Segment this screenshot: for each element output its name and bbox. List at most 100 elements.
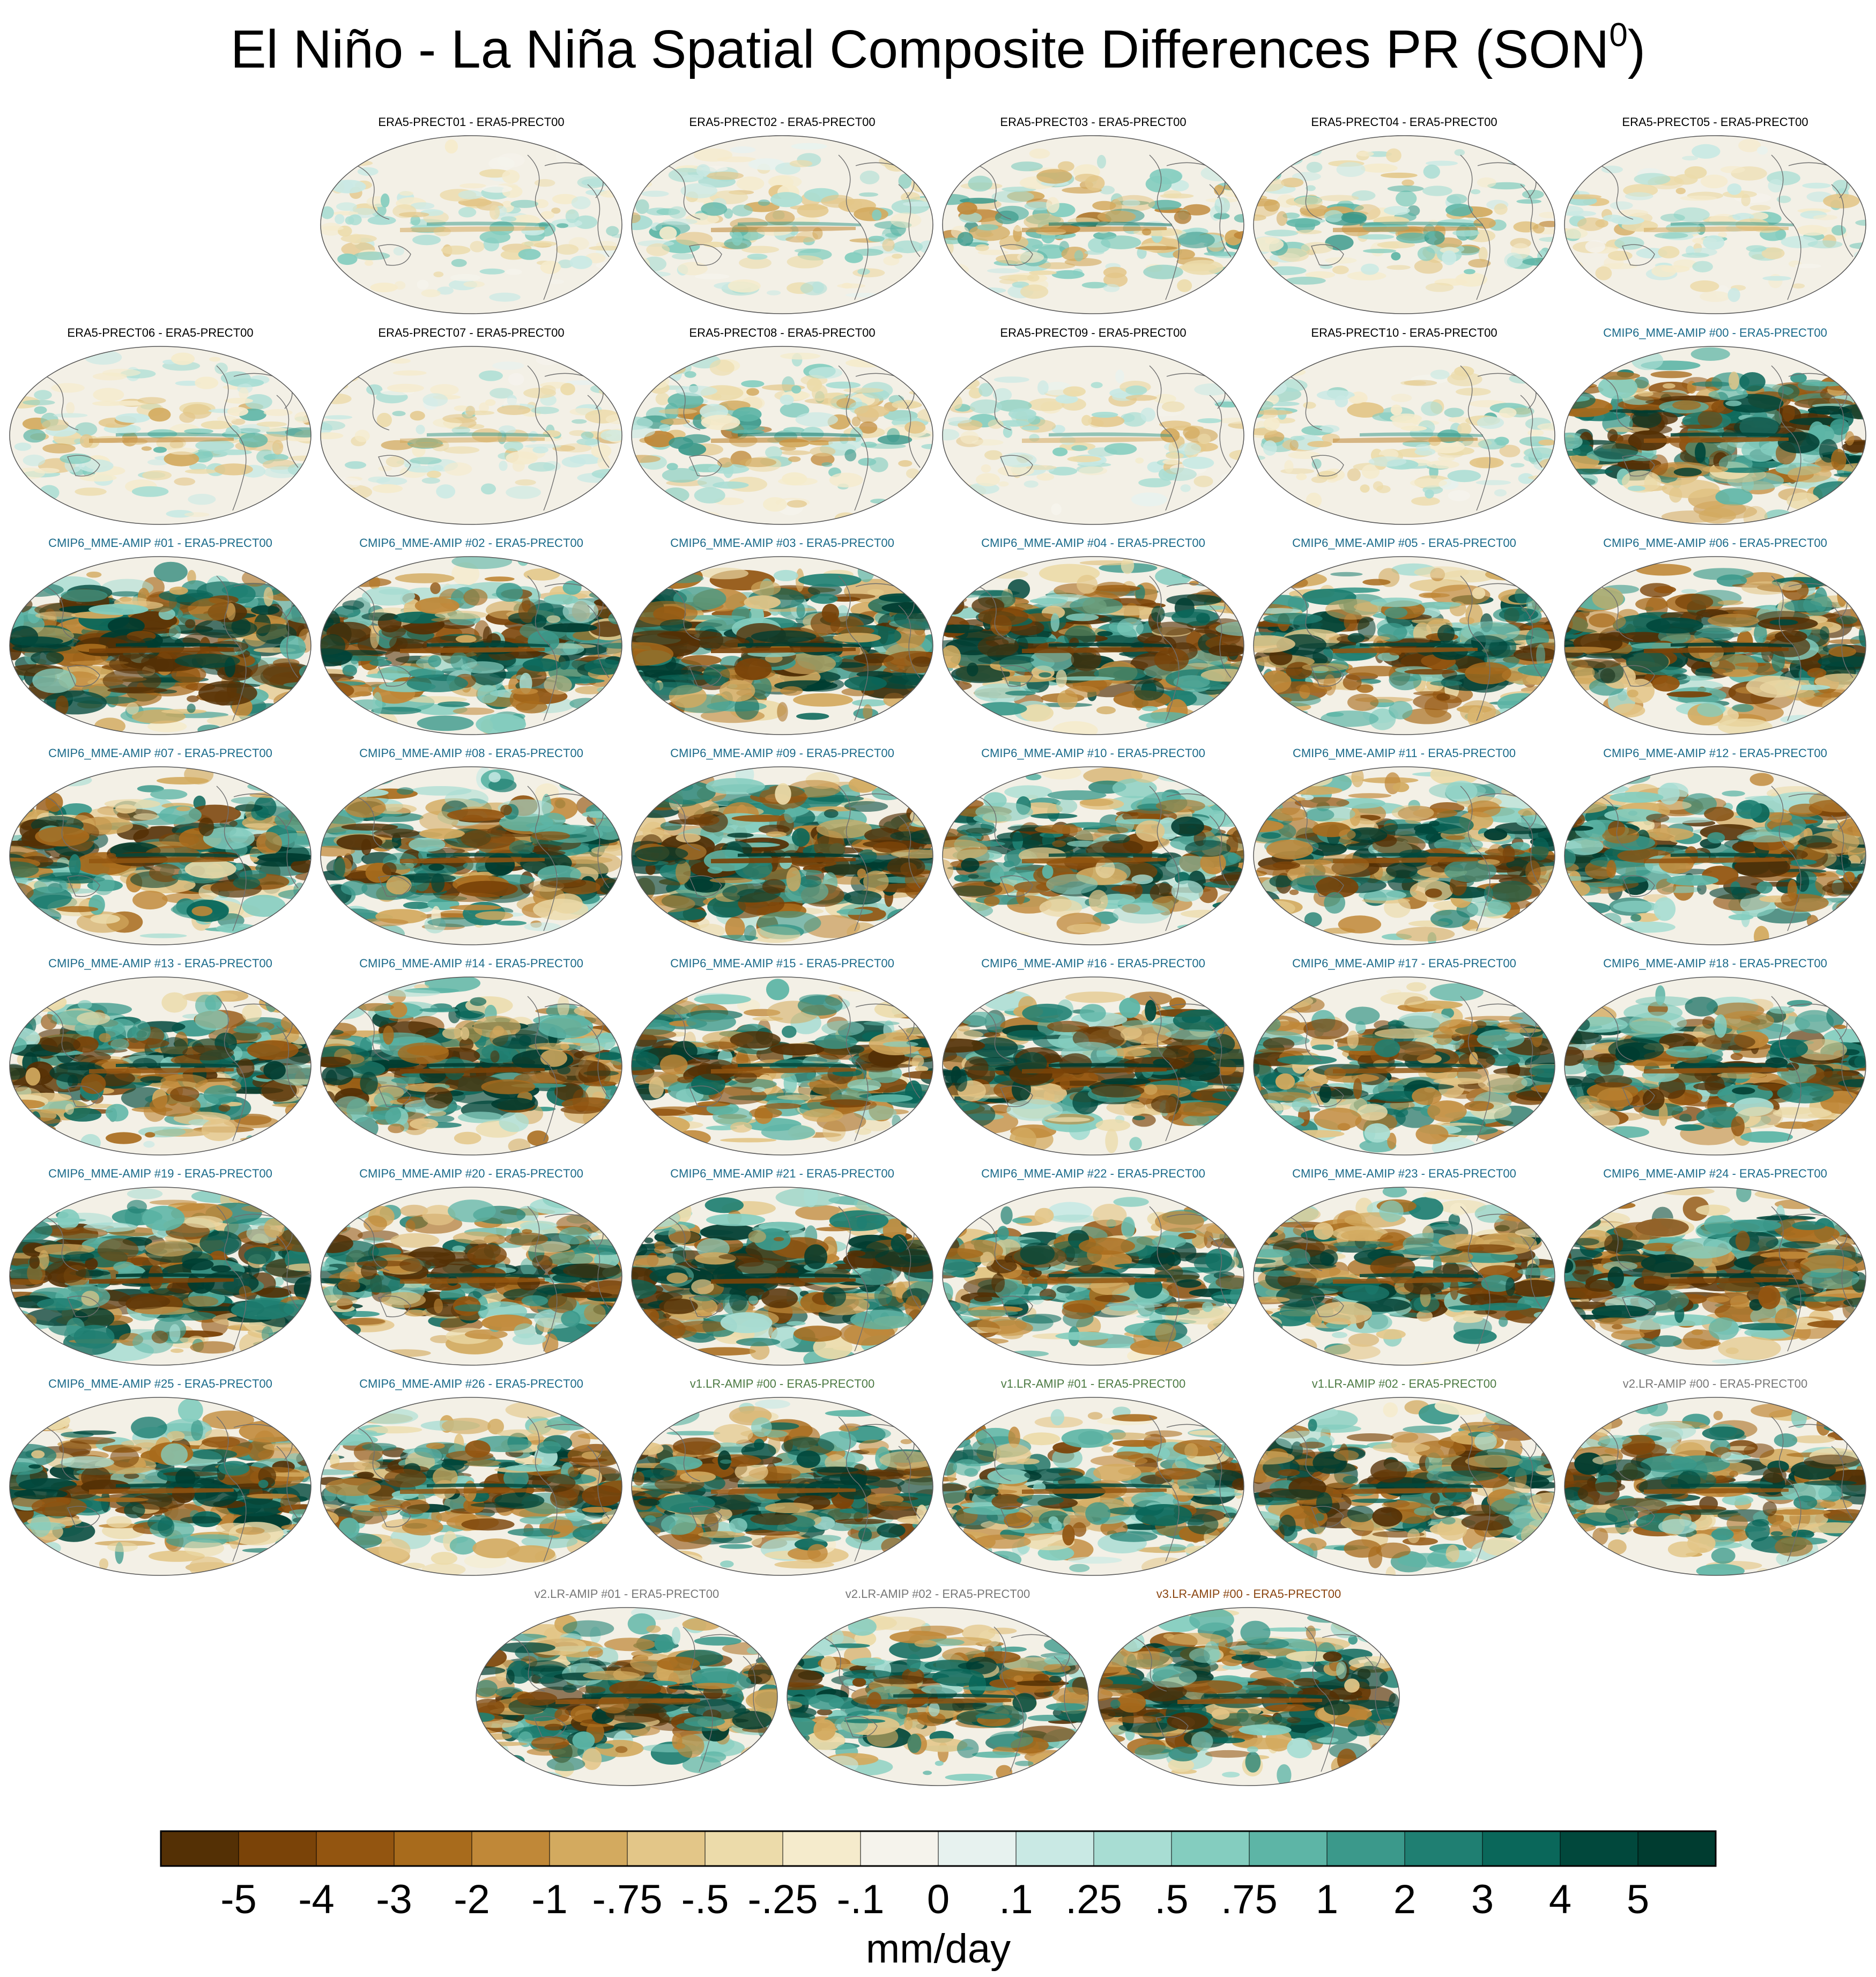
precip-anomaly-cell [1319,425,1340,433]
precip-anomaly-cell [19,907,62,926]
precip-anomaly-cell [605,414,622,425]
precip-anomaly-cell [428,863,444,871]
precip-anomaly-cell [1838,403,1866,420]
precip-anomaly-cell [1564,500,1593,519]
precip-anomaly-cell [1091,382,1103,388]
map-panel: CMIP6_MME-AMIP #09 - ERA5-PRECT00 [627,746,937,953]
precip-anomaly-cell [148,408,171,422]
precip-anomaly-cell [1518,473,1534,484]
precip-anomaly-cell [1634,173,1671,186]
precip-anomaly-cell [559,777,613,792]
precip-anomaly-cell [1711,654,1759,677]
precip-anomaly-cell [288,914,302,924]
precip-anomaly-cell [1820,626,1829,640]
chart-title-superscript: 0 [1609,17,1628,54]
equatorial-band-dry [89,857,234,863]
precip-anomaly-cell [321,648,353,663]
precip-anomaly-cell [1666,691,1712,698]
precip-anomaly-cell [1081,414,1092,426]
precip-anomaly-cell [1200,165,1237,182]
precip-anomaly-cell [1026,774,1042,781]
precip-anomaly-cell [1267,693,1321,707]
panel-label: ERA5-PRECT01 - ERA5-PRECT00 [378,115,565,129]
precip-anomaly-cell [476,713,527,735]
precip-anomaly-cell [1697,702,1725,717]
precip-anomaly-cell [1166,452,1184,459]
precip-anomaly-cell [20,908,36,925]
precip-anomaly-cell [863,870,889,893]
precip-anomaly-cell [744,925,757,942]
coastline [378,665,411,687]
precip-anomaly-cell [1564,163,1594,169]
precip-anomaly-cell [372,692,383,716]
precip-anomaly-cell [762,879,786,894]
precip-anomaly-cell [821,462,833,467]
precip-anomaly-cell [1263,440,1277,456]
precip-anomaly-cell [883,786,933,794]
precip-anomaly-cell [1750,212,1769,220]
equatorial-band-dry [1022,437,1167,443]
precip-anomaly-cell [977,249,1009,255]
precip-anomaly-cell [1717,600,1744,605]
precip-anomaly-cell [42,443,76,454]
precip-anomaly-cell [1538,439,1555,446]
precip-anomaly-cell [1593,372,1640,380]
precip-anomaly-cell [421,477,440,484]
precip-anomaly-cell [1036,473,1055,481]
precip-anomaly-cell [1141,706,1158,712]
precip-anomaly-cell [55,695,69,716]
precip-anomaly-cell [428,655,441,668]
precip-anomaly-cell [1508,146,1549,162]
precip-anomaly-cell [1229,584,1244,595]
precip-anomaly-cell [1347,693,1379,711]
precip-anomaly-cell [1038,262,1076,269]
precip-anomaly-cell [497,405,531,415]
precip-anomaly-cell [1005,691,1036,696]
map-panel: CMIP6_MME-AMIP #00 - ERA5-PRECT00 [1560,326,1870,533]
precip-anomaly-cell [1294,196,1323,209]
map-border [320,556,622,735]
precip-anomaly-cell [960,358,993,367]
precip-anomaly-cell [188,804,241,823]
map-globe [320,766,622,945]
precip-anomaly-cell [682,174,703,181]
precip-anomaly-cell [1051,503,1062,515]
precip-anomaly-cell [1663,383,1675,389]
precip-anomaly-cell [137,397,166,404]
precip-anomaly-cell [1070,597,1123,615]
precip-anomaly-cell [1527,708,1538,714]
precip-anomaly-cell [524,444,562,449]
precip-anomaly-cell [1564,514,1611,524]
precip-anomaly-cell [1732,704,1754,712]
precip-anomaly-cell [1193,476,1213,487]
precip-anomaly-cell [1564,270,1580,283]
precip-anomaly-cell [533,199,549,209]
precip-anomaly-cell [632,919,672,930]
precip-anomaly-cell [540,261,561,274]
precip-anomaly-cell [1013,225,1024,232]
precip-anomaly-cell [10,636,63,646]
precip-anomaly-cell [438,701,470,707]
precip-anomaly-cell [229,827,249,843]
precip-anomaly-cell [791,385,802,394]
precip-anomaly-cell [1611,216,1644,225]
precip-anomaly-cell [1028,398,1065,411]
precip-anomaly-cell [110,591,142,597]
precip-anomaly-cell [1159,420,1191,428]
precip-anomaly-cell [534,179,555,187]
precip-anomaly-cell [730,146,756,153]
precip-anomaly-cell [787,500,807,508]
precip-anomaly-cell [1423,164,1440,179]
precip-anomaly-cell [339,922,360,939]
precip-anomaly-cell [552,194,578,204]
precip-anomaly-cell [1831,449,1847,471]
precip-anomaly-cell [1384,206,1410,216]
map-border [1253,346,1555,525]
precip-anomaly-cell [1097,631,1113,636]
precip-anomaly-cell [1494,489,1507,497]
precip-anomaly-cell [1725,400,1742,406]
precip-anomaly-cell [524,922,561,931]
coastline [587,605,610,678]
precip-anomaly-cell [1289,440,1299,451]
precip-anomaly-cell [632,212,641,224]
